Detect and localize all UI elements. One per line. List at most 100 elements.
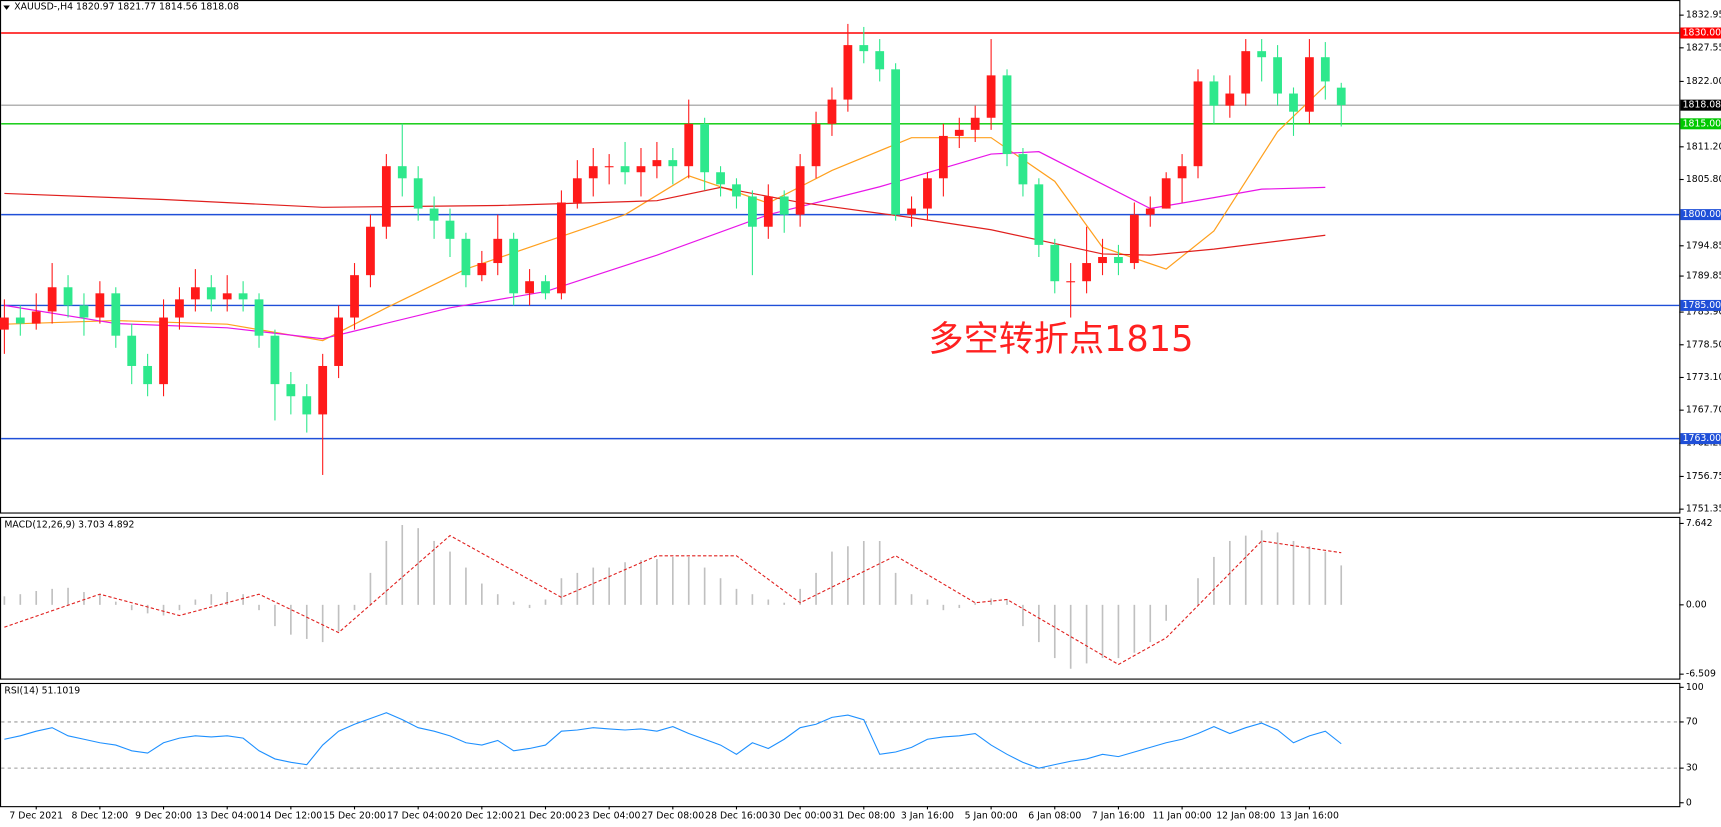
candle-body [0, 317, 9, 330]
level-label: 1830.00 [1683, 27, 1721, 38]
candle-body [541, 281, 550, 294]
x-tick-label: 17 Dec 04:00 [387, 810, 450, 821]
level-tag [1680, 118, 1721, 130]
signal-line [4, 534, 1342, 666]
candle-body [875, 51, 885, 70]
candle-body [588, 166, 598, 179]
candle-body [63, 287, 73, 306]
candle-body [477, 263, 487, 276]
y-tick-label: 1811.20 [1686, 141, 1721, 152]
y-tick-label: 0 [1686, 797, 1692, 808]
candle-body [843, 45, 853, 100]
candle-body [652, 160, 662, 167]
x-tick-label: 7 Dec 2021 [9, 810, 63, 821]
x-tick-label: 8 Dec 12:00 [72, 810, 129, 821]
candle-body [1305, 57, 1314, 112]
candle-body [206, 287, 216, 300]
candle-body [779, 196, 789, 215]
candle-body [763, 196, 773, 227]
x-tick-label: 5 Jan 00:00 [965, 810, 1018, 821]
rsi-line [4, 712, 1342, 769]
candle-body [509, 238, 519, 294]
macd-header: MACD(12,26,9) 3.703 4.892 [4, 519, 134, 530]
macd-last: 3.703 [78, 519, 105, 530]
candle-body [572, 178, 582, 203]
menu-arrow[interactable] [3, 5, 10, 10]
candle-body [95, 293, 105, 318]
candle-body [1225, 93, 1235, 106]
x-tick-label: 12 Jan 08:00 [1216, 810, 1275, 821]
x-tick-label: 11 Jan 00:00 [1153, 810, 1212, 821]
candle-body [47, 287, 57, 312]
y-tick-label: 1805.80 [1686, 174, 1721, 185]
candle-body [1129, 214, 1139, 264]
candle-body [143, 365, 153, 385]
candle-body [127, 335, 137, 366]
level-tag [1680, 209, 1721, 221]
x-tick-label: 20 Dec 12:00 [450, 810, 513, 821]
candle-body [445, 220, 455, 239]
y-tick-label: 1778.50 [1686, 339, 1721, 350]
candle-body [954, 129, 964, 136]
y-tick-label: 1773.10 [1686, 372, 1721, 383]
candle-body [891, 69, 901, 215]
candle-body [747, 196, 757, 227]
candle-body [859, 45, 869, 52]
candle-body [1082, 263, 1091, 282]
x-tick-label: 14 Dec 12:00 [260, 810, 323, 821]
candle-body [79, 305, 89, 318]
candle-body [1241, 51, 1251, 94]
x-tick-label: 9 Dec 20:00 [135, 810, 192, 821]
candle-body [1320, 57, 1330, 82]
candle-body [620, 166, 630, 173]
last-low: 1814.56 [159, 1, 198, 12]
rsi-last: 51.1019 [42, 685, 81, 696]
candle-body [318, 365, 328, 415]
y-tick-label: 1756.75 [1686, 471, 1721, 482]
x-tick-label: 23 Dec 04:00 [578, 810, 641, 821]
candle-body [334, 317, 343, 366]
candle-body [111, 293, 121, 336]
candle-body [1050, 244, 1060, 282]
macd-title: MACD(12,26,9) [4, 519, 75, 530]
x-tick-label: 15 Dec 20:00 [323, 810, 386, 821]
y-tick-label: 100 [1686, 682, 1704, 693]
candle-body [1018, 154, 1028, 185]
y-tick-label: 70 [1686, 716, 1698, 727]
main-panel [0, 0, 1681, 514]
candle-body [1002, 75, 1012, 155]
symbol: XAUUSD-,H4 [14, 1, 73, 12]
x-tick-label: 31 Dec 08:00 [832, 810, 895, 821]
candle-body [811, 123, 821, 167]
x-tick-label: 13 Dec 04:00 [196, 810, 259, 821]
y-tick-label: 1783.90 [1686, 307, 1721, 318]
y-tick-label: 1794.85 [1686, 240, 1721, 251]
candle-body [1034, 184, 1044, 245]
last-close: 1818.08 [201, 1, 240, 12]
candle-body [413, 178, 423, 209]
y-tick-label: 30 [1686, 763, 1698, 774]
x-tick-label: 3 Jan 16:00 [901, 810, 954, 821]
current-price-label: 1818.08 [1683, 100, 1721, 111]
candle-body [31, 311, 41, 324]
candle-body [1209, 81, 1219, 106]
candle-body [795, 166, 805, 215]
candle-body [1098, 256, 1107, 264]
candle-body [827, 99, 837, 124]
candle-body [1273, 57, 1282, 94]
candle-body [1289, 93, 1298, 112]
level-label: 1800.00 [1683, 209, 1721, 220]
candle-body [1066, 281, 1076, 283]
y-tick-label: 7.642 [1686, 518, 1713, 529]
current-price-tag [1680, 99, 1721, 111]
candle-body [461, 238, 471, 276]
candle-body [1193, 81, 1203, 167]
rsi-panel [0, 682, 1681, 808]
candle-body [907, 208, 916, 215]
candle-body [970, 117, 980, 130]
candle-body [1161, 178, 1171, 209]
candle-body [938, 135, 948, 179]
x-tick-label: 28 Dec 16:00 [705, 810, 768, 821]
